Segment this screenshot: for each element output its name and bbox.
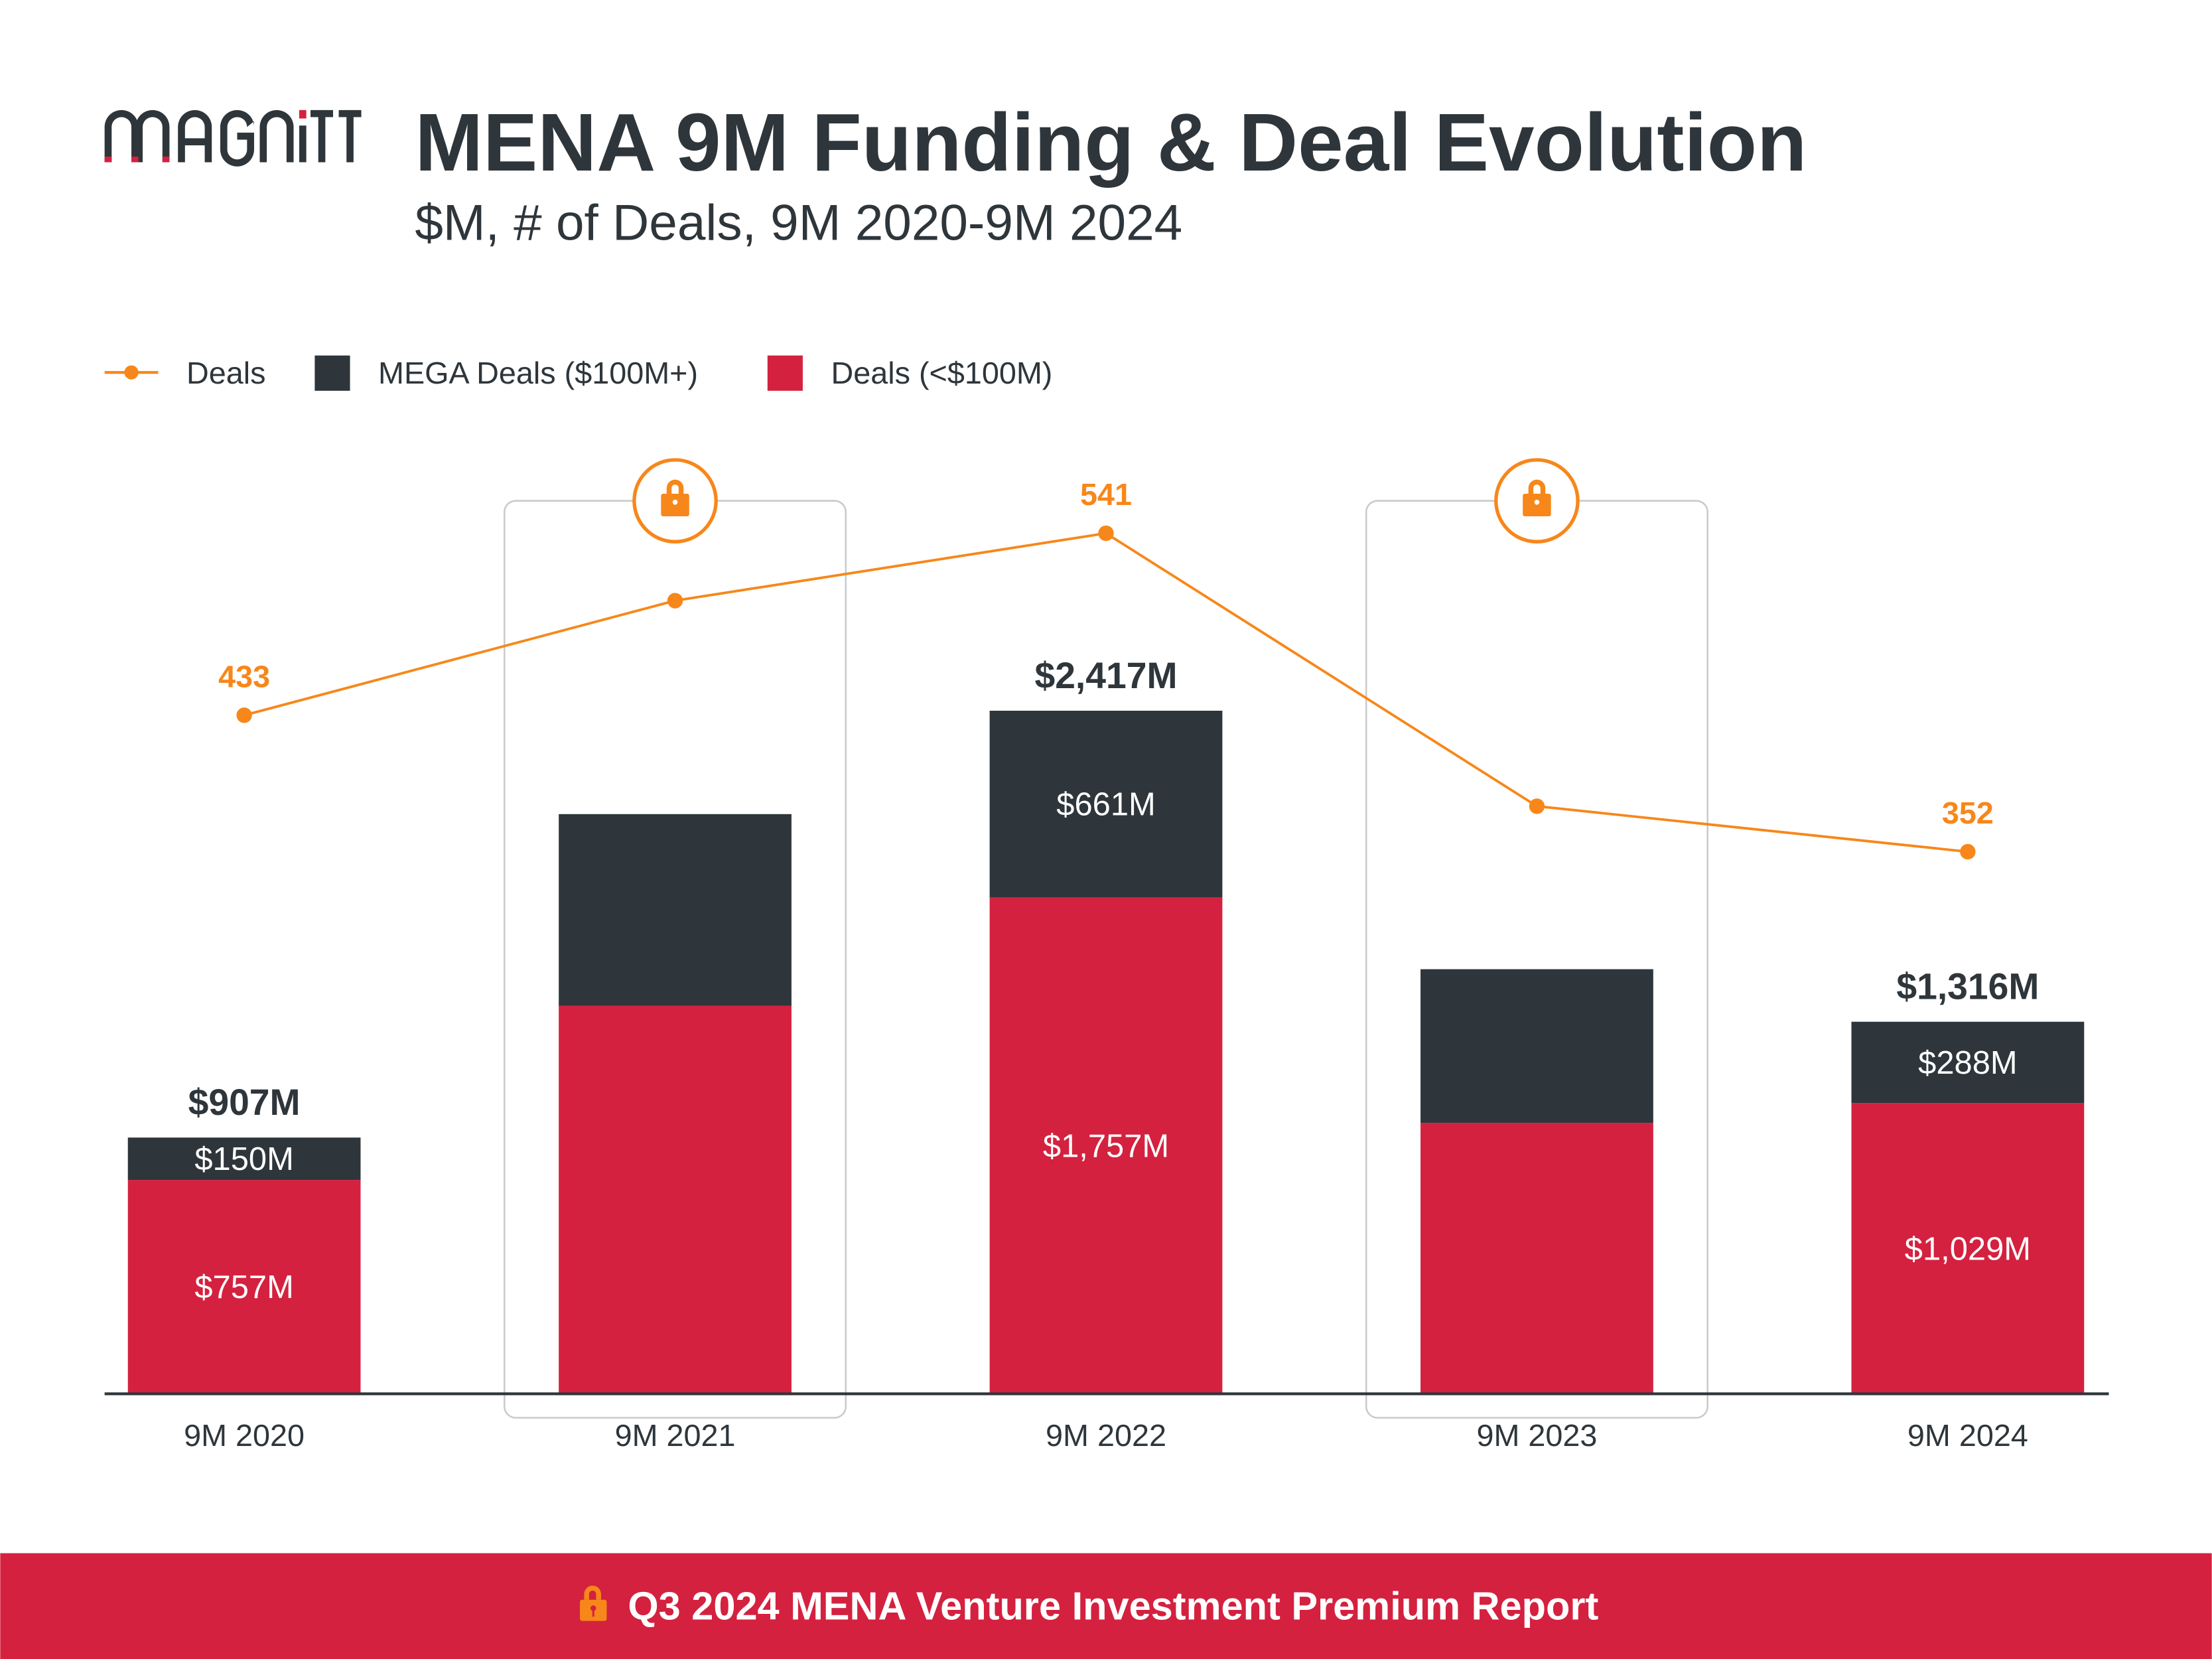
mega-deals-label: $150M	[194, 1141, 293, 1177]
deals-label: 541	[1080, 477, 1132, 512]
mega-deals-label: $288M	[1918, 1045, 2017, 1081]
deals-point	[667, 593, 683, 609]
bar-small-deals	[559, 1005, 792, 1394]
bar-small-deals	[1420, 1123, 1653, 1394]
total-label: $907M	[188, 1082, 301, 1123]
x-tick-label: 9M 2024	[1907, 1418, 2028, 1453]
page-title: MENA 9M Funding & Deal Evolution	[415, 97, 1807, 188]
deals-point	[1529, 798, 1545, 814]
legend-swatch-small	[767, 355, 803, 391]
deals-point	[1960, 843, 1976, 860]
legend-label-deals: Deals	[186, 356, 266, 390]
footer-banner[interactable]	[0, 1553, 2212, 1659]
deals-point	[236, 707, 252, 723]
bar-mega-deals	[1851, 1021, 2085, 1104]
mega-deals-label: $661M	[1056, 787, 1155, 823]
deals-point	[1098, 525, 1114, 541]
magnitt-logo	[104, 109, 362, 167]
lock-icon	[1523, 479, 1551, 517]
bar-small-deals	[127, 1180, 361, 1394]
legend-label-mega: MEGA Deals ($100M+)	[378, 356, 698, 390]
bar-small-deals	[989, 897, 1223, 1394]
bar-mega-deals	[127, 1137, 361, 1181]
footer-report-link[interactable]: Q3 2024 MENA Venture Investment Premium …	[628, 1583, 1598, 1628]
deals-label: 433	[218, 659, 270, 693]
x-tick-label: 9M 2020	[184, 1418, 305, 1453]
deals-label: 352	[1942, 796, 1994, 830]
x-tick-label: 9M 2021	[615, 1418, 736, 1453]
bar-mega-deals	[989, 711, 1223, 898]
lock-icon	[661, 479, 689, 517]
total-label: $1,316M	[1896, 966, 2039, 1007]
bar-mega-deals	[559, 814, 792, 1006]
x-tick-label: 9M 2022	[1046, 1418, 1166, 1453]
legend-swatch-mega	[314, 355, 350, 391]
bar-mega-deals	[1420, 969, 1653, 1123]
page-subtitle: $M, # of Deals, 9M 2020-9M 2024	[415, 194, 1182, 251]
legend-marker-swatch	[124, 365, 139, 380]
small-deals-label: $757M	[194, 1269, 293, 1305]
total-label: $2,417M	[1034, 655, 1177, 696]
legend-label-small: Deals (<$100M)	[831, 356, 1052, 390]
small-deals-label: $1,757M	[1043, 1128, 1169, 1164]
lock-icon	[580, 1585, 607, 1621]
small-deals-label: $1,029M	[1905, 1231, 2031, 1267]
x-tick-label: 9M 2023	[1476, 1418, 1597, 1453]
legend: Deals MEGA Deals ($100M+) Deals (<$100M)	[104, 355, 1052, 391]
bar-small-deals	[1851, 1103, 2085, 1394]
